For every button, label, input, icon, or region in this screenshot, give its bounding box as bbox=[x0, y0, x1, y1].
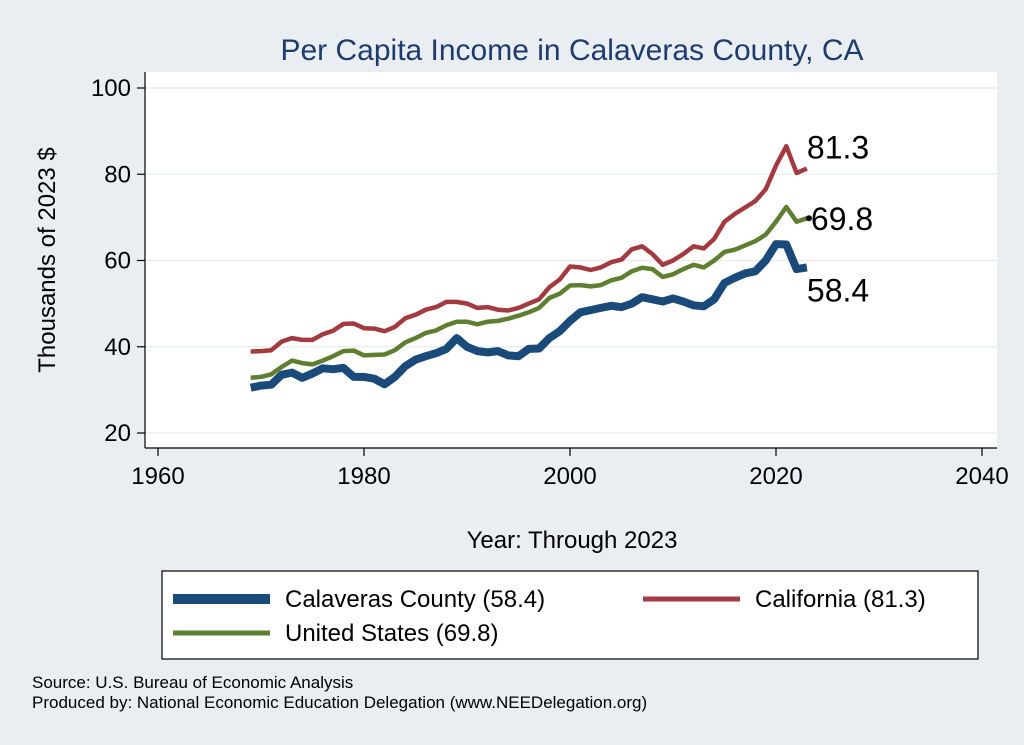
series-line-california bbox=[250, 143, 808, 354]
x-tick-label: 1960 bbox=[131, 463, 184, 490]
series-line-calaveras bbox=[249, 240, 808, 392]
end-label-california: 81.3 bbox=[807, 130, 869, 166]
legend-label-united-states: United States (69.8) bbox=[285, 620, 498, 647]
end-labels: 58.4 81.3 69.8 bbox=[805, 130, 873, 308]
y-tick-label: 100 bbox=[91, 75, 131, 102]
end-label-marker bbox=[805, 215, 812, 222]
producer-note: Produced by: National Economic Education… bbox=[32, 693, 647, 712]
y-tick-label: 40 bbox=[104, 334, 131, 361]
legend-box bbox=[161, 570, 979, 660]
y-tick-label: 80 bbox=[104, 161, 131, 188]
y-axis-title: Thousands of 2023 $ bbox=[34, 147, 61, 373]
legend: Calaveras County (58.4) California (81.3… bbox=[161, 570, 979, 660]
series-lines bbox=[249, 143, 808, 392]
series-line-united-states bbox=[250, 204, 808, 381]
x-axis-title: Year: Through 2023 bbox=[467, 527, 678, 554]
x-tick-label: 2020 bbox=[749, 463, 802, 490]
y-tick-label: 60 bbox=[104, 248, 131, 275]
legend-label-california: California (81.3) bbox=[755, 586, 926, 613]
legend-label-calaveras: Calaveras County (58.4) bbox=[285, 586, 545, 613]
x-tick-label: 2000 bbox=[543, 463, 596, 490]
x-tick-label: 1980 bbox=[337, 463, 390, 490]
source-note: Source: U.S. Bureau of Economic Analysis bbox=[32, 673, 353, 692]
y-tick-label: 20 bbox=[104, 420, 131, 447]
end-label-calaveras: 58.4 bbox=[807, 272, 869, 308]
x-tick-label: 2040 bbox=[955, 463, 1008, 490]
chart-title: Per Capita Income in Calaveras County, C… bbox=[280, 34, 863, 67]
gridlines bbox=[145, 87, 997, 434]
end-label-united-states: 69.8 bbox=[811, 201, 873, 237]
